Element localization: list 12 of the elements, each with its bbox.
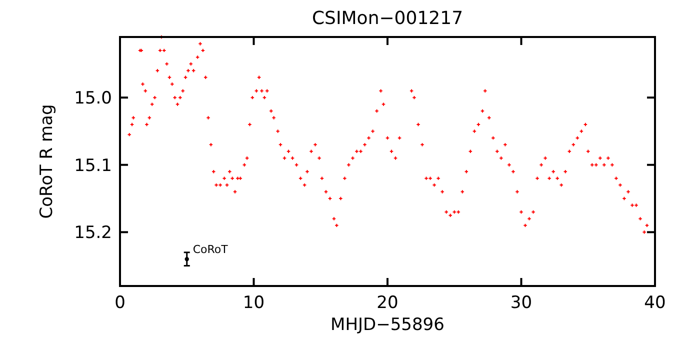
y-tick-label: 15.1 [74, 156, 112, 176]
y-tick-label: 15.2 [74, 223, 112, 244]
x-tick-label: 40 [644, 293, 666, 313]
y-tick-label: 15.0 [74, 88, 112, 109]
x-tick-label: 0 [114, 293, 126, 313]
series-label: CoRoT [192, 243, 228, 256]
chart-title: CSIMon−001217 [312, 8, 464, 29]
x-tick-label: 30 [510, 293, 532, 313]
y-axis-title: CoRoT R mag [37, 104, 57, 219]
x-axis-title: MHJD−55896 [330, 315, 444, 335]
x-tick-label: 10 [242, 293, 265, 313]
x-tick-label: 20 [376, 293, 398, 313]
